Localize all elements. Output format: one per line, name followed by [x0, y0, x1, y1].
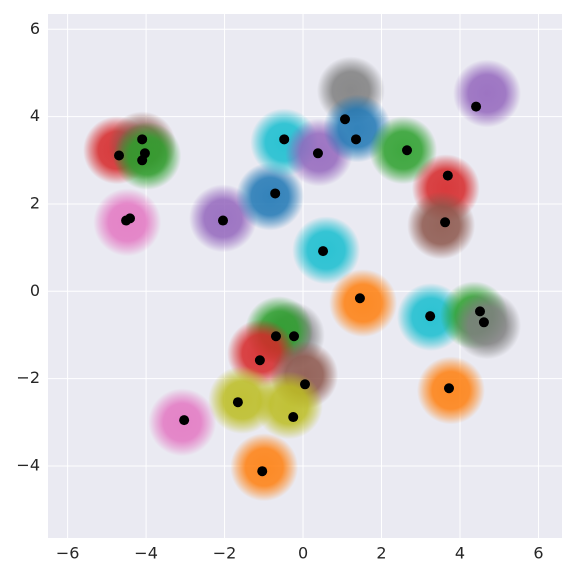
y-tick-label: 6	[30, 19, 40, 38]
x-tick-label: 6	[533, 544, 543, 563]
cluster-blob	[254, 371, 323, 440]
center-point	[279, 134, 290, 145]
center-point	[254, 355, 265, 366]
center-point	[179, 415, 190, 426]
center-point	[440, 217, 451, 228]
center-point	[125, 213, 136, 224]
center-point	[300, 379, 310, 390]
center-point	[402, 145, 413, 156]
x-tick-label: 2	[376, 544, 386, 563]
cluster-blob	[453, 59, 522, 128]
center-point	[351, 134, 362, 145]
x-tick-label: −4	[134, 544, 158, 563]
y-tick-label: 2	[30, 193, 40, 212]
y-tick-label: −2	[16, 368, 40, 387]
center-point	[312, 148, 323, 159]
cluster-blob	[236, 162, 305, 231]
x-tick-label: 4	[455, 544, 465, 563]
y-tick-label: −4	[16, 455, 40, 474]
y-tick-label: 4	[30, 106, 40, 125]
center-point	[471, 101, 482, 112]
center-point	[289, 331, 300, 342]
center-point	[318, 246, 329, 257]
center-point	[474, 306, 485, 317]
center-point	[288, 412, 299, 423]
center-point	[257, 466, 268, 477]
center-point	[443, 383, 454, 394]
center-point	[442, 170, 453, 181]
x-tick-label: −2	[213, 544, 237, 563]
center-point	[270, 331, 281, 342]
y-tick-label: 0	[30, 281, 40, 300]
cluster-blob	[329, 269, 398, 338]
center-point	[114, 150, 125, 161]
center-point	[137, 134, 148, 145]
center-point	[217, 215, 228, 226]
center-point	[478, 317, 489, 328]
center-point	[354, 293, 365, 304]
center-point	[137, 155, 148, 166]
x-tick-label: −6	[56, 544, 80, 563]
center-point	[425, 311, 436, 322]
center-point	[232, 397, 243, 408]
x-tick-label: 0	[298, 544, 308, 563]
center-point	[270, 188, 281, 199]
center-point	[340, 114, 351, 125]
